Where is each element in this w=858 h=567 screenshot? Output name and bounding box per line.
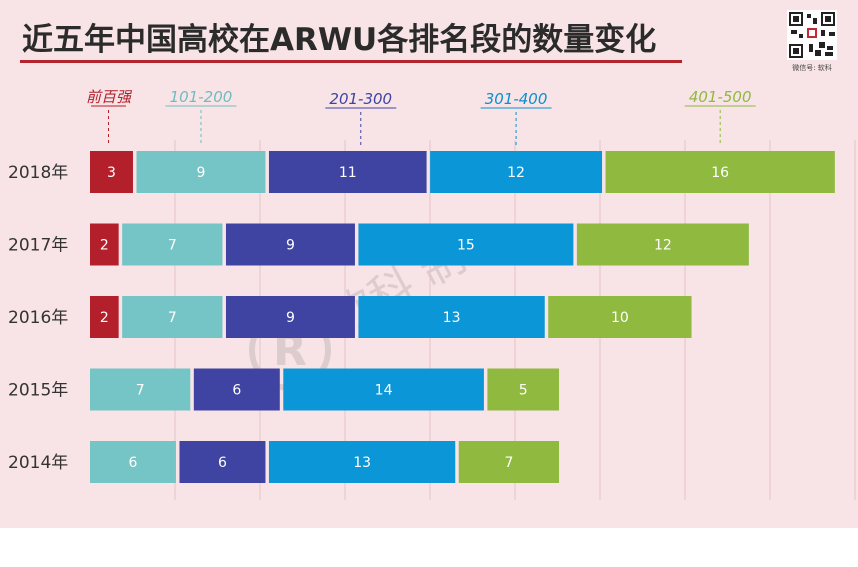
bar-segment	[122, 223, 223, 266]
bar-segment	[548, 296, 692, 338]
qr-caption: 微信号: 软科	[792, 64, 832, 72]
legend-label: 301-400	[485, 90, 548, 108]
bar-value-label: 6	[232, 383, 241, 399]
bar-value-label: 9	[286, 310, 295, 326]
bar-segment	[90, 441, 176, 483]
bar-segment	[487, 368, 560, 411]
bar-value-label: 14	[375, 383, 393, 399]
bar-segment	[193, 368, 280, 411]
bar-segment	[225, 223, 355, 266]
bar-value-label: 9	[197, 165, 206, 181]
bar-value-label: 10	[611, 310, 629, 326]
title-underline	[20, 60, 682, 63]
bar-segment	[358, 296, 545, 338]
bar-segment	[90, 151, 133, 193]
bar-value-label: 7	[504, 455, 513, 471]
year-label: 2014年	[8, 453, 68, 473]
bar-value-label: 2	[100, 238, 109, 254]
bar-value-label: 5	[519, 383, 528, 399]
bar-value-label: 11	[339, 165, 357, 181]
year-label: 2017年	[8, 236, 68, 256]
bar-segment	[283, 368, 484, 411]
bar-value-label: 12	[507, 165, 525, 181]
bar-segment	[179, 441, 266, 483]
chart-background: 近五年中国高校在ARWU各排名段的数量变化 微信号: 软科 R 软科 制作 前百…	[0, 0, 858, 528]
bar-value-label: 7	[168, 238, 177, 254]
bar-segment	[90, 296, 119, 338]
bar-segment	[268, 151, 427, 193]
bar-segment	[358, 223, 574, 266]
bar-segment	[605, 151, 835, 193]
bar-value-label: 13	[353, 455, 371, 471]
legend-label: 401-500	[689, 88, 752, 106]
bar-value-label: 2	[100, 310, 109, 326]
y-axis-labels: 2018年 2017年 2016年 2015年 2014年	[8, 163, 68, 473]
chart-legend: 前百强 101-200 201-300 301-400 401-500	[86, 88, 756, 145]
bar-value-label: 9	[286, 238, 295, 254]
bar-segment	[225, 296, 355, 338]
bar-segment	[268, 441, 456, 483]
stacked-bar-chart: 前百强 101-200 201-300 301-400 401-500 3 9 11 12 16…	[8, 88, 856, 500]
bar-value-label: 13	[443, 310, 461, 326]
bar-segment	[90, 368, 191, 411]
bar-segment	[136, 151, 266, 193]
bar-value-label: 3	[107, 165, 116, 181]
bar-segment	[90, 223, 119, 266]
bar-value-label: 6	[129, 455, 138, 471]
year-label: 2018年	[8, 163, 68, 183]
bar-segment	[430, 151, 603, 193]
legend-label: 前百强	[86, 88, 133, 106]
bar-groups: 3 9 11 12 16 2 7 9 15 12 2 7 9 13 10 7 6 14 5 6 6 13 7	[90, 151, 835, 483]
bar-segment	[576, 223, 749, 266]
year-label: 2016年	[8, 308, 68, 328]
bar-value-label: 15	[457, 238, 475, 254]
bar-value-label: 7	[136, 383, 145, 399]
chart-title: 近五年中国高校在ARWU各排名段的数量变化	[22, 22, 657, 58]
year-label: 2015年	[8, 381, 68, 401]
qr-code-icon	[787, 10, 837, 60]
legend-label: 101-200	[170, 88, 233, 106]
bar-value-label: 6	[218, 455, 227, 471]
legend-label: 201-300	[329, 90, 392, 108]
bar-value-label: 16	[711, 165, 729, 181]
bar-value-label: 12	[654, 238, 672, 254]
bar-value-label: 7	[168, 310, 177, 326]
bar-segment	[458, 441, 560, 483]
bar-segment	[122, 296, 223, 338]
